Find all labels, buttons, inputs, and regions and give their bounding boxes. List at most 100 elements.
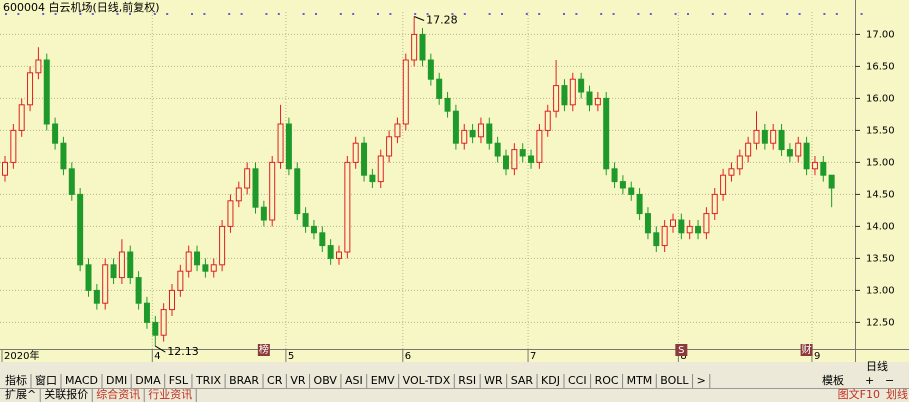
status-dot: [637, 13, 640, 15]
toolbar-tab[interactable]: KDJ: [541, 374, 560, 387]
event-marker: 财: [802, 343, 812, 356]
status-dot: [563, 13, 565, 15]
bottom-tab[interactable]: 关联报价: [44, 387, 88, 401]
background: [0, 0, 909, 362]
candle-body: [703, 213, 710, 234]
toolbar-tab[interactable]: MTM: [627, 374, 653, 387]
candle-body: [569, 78, 576, 106]
toolbar-tab[interactable]: BOLL: [660, 374, 689, 387]
candle-body: [436, 78, 443, 99]
candle-body: [27, 72, 34, 106]
status-dot: [835, 13, 838, 15]
event-marker: 榜: [259, 343, 269, 356]
bottom-link[interactable]: 划线: [886, 387, 908, 401]
zoom-button[interactable]: +: [865, 374, 874, 387]
toolbar-tab[interactable]: DMI: [106, 374, 127, 387]
status-dot: [761, 13, 764, 15]
status-dot: [153, 13, 156, 15]
candle-body: [670, 219, 676, 227]
candle-body: [110, 264, 117, 279]
toolbar-tab[interactable]: SAR: [511, 374, 534, 387]
toolbar-tab[interactable]: CCI: [568, 374, 587, 387]
candle-body: [77, 193, 84, 266]
status-dot: [612, 13, 615, 15]
status-dot: [166, 13, 169, 15]
candle-body: [494, 142, 501, 157]
toolbar-tab[interactable]: DMA: [135, 374, 161, 387]
template-button[interactable]: 模板: [822, 373, 844, 387]
candle-body: [486, 123, 493, 144]
candle-body: [185, 251, 192, 272]
toolbar-tab[interactable]: ROC: [595, 374, 619, 387]
y-tick-label: 12.50: [866, 317, 895, 328]
bottom-tab[interactable]: 行业资讯: [148, 388, 192, 401]
toolbar-tab[interactable]: MACD: [65, 374, 98, 387]
candle-body: [336, 251, 342, 259]
y-tick-label: 13.50: [866, 253, 895, 264]
candle-body: [678, 219, 685, 234]
toolbar-tab[interactable]: BRAR: [229, 374, 259, 387]
toolbar-tab[interactable]: 指标: [5, 373, 27, 387]
candle-body: [60, 142, 67, 170]
candle-body: [219, 225, 226, 266]
annotation: 17.28: [426, 13, 458, 26]
status-dot: [463, 13, 466, 15]
candle-body: [503, 155, 509, 170]
bottom-link[interactable]: 图文F10: [838, 387, 880, 401]
candle-body: [536, 129, 543, 163]
candle-body: [68, 168, 75, 195]
bottom-tab[interactable]: 综合资讯: [96, 387, 140, 401]
annotation: 12.13: [167, 345, 199, 358]
candle-body: [319, 232, 326, 247]
status-dot: [277, 13, 280, 15]
toolbar-tab[interactable]: RSI: [458, 374, 476, 387]
annotation-arrow: [413, 16, 425, 21]
candle-body: [252, 168, 259, 208]
candle-body: [169, 289, 175, 311]
bottom-tab[interactable]: 扩展^: [5, 387, 36, 401]
toolbar-tab[interactable]: FSL: [169, 374, 189, 387]
toolbar-tab[interactable]: 窗口: [35, 373, 57, 387]
candle-body: [18, 104, 25, 131]
event-marker: S: [678, 345, 684, 356]
toolbar-tab[interactable]: >: [697, 374, 706, 387]
candle-body: [578, 78, 585, 93]
candle-body: [786, 149, 793, 157]
candle-body: [611, 168, 618, 183]
toolbar-tab[interactable]: VOL-TDX: [403, 374, 451, 387]
candle-body: [603, 97, 610, 170]
toolbar-tab[interactable]: EMV: [371, 374, 395, 387]
candle-body: [102, 264, 109, 304]
zoom-button[interactable]: −: [885, 374, 894, 387]
candle-body: [244, 168, 251, 189]
status-dot: [302, 13, 305, 15]
toolbar-tab[interactable]: CR: [267, 374, 283, 387]
toolbar-tab[interactable]: OBV: [314, 374, 338, 387]
candle-body: [202, 264, 209, 272]
candle-body: [386, 136, 393, 157]
candle-body: [52, 123, 59, 144]
candle-body: [770, 129, 777, 144]
y-tick-label: 16.00: [866, 93, 895, 104]
toolbar-tab[interactable]: VR: [290, 374, 306, 387]
status-dot: [575, 13, 578, 15]
candle-body: [227, 200, 234, 227]
status-dot: [203, 13, 206, 15]
candle-body: [269, 161, 276, 221]
candle-body: [594, 97, 601, 106]
status-dot: [451, 13, 454, 15]
status-dot: [54, 13, 57, 15]
candle-body: [444, 97, 451, 112]
toolbar-tab[interactable]: TRIX: [195, 374, 222, 387]
toolbar-tab[interactable]: WR: [484, 374, 503, 387]
toolbar-tab[interactable]: ASI: [345, 374, 363, 387]
candle-body: [235, 187, 242, 202]
status-dot: [798, 13, 801, 15]
status-dot: [860, 13, 863, 15]
candle-body: [294, 168, 301, 215]
y-tick-label: 17.00: [866, 29, 895, 40]
candle-body: [10, 129, 17, 163]
candle-body: [411, 33, 418, 61]
status-dot: [228, 13, 231, 15]
